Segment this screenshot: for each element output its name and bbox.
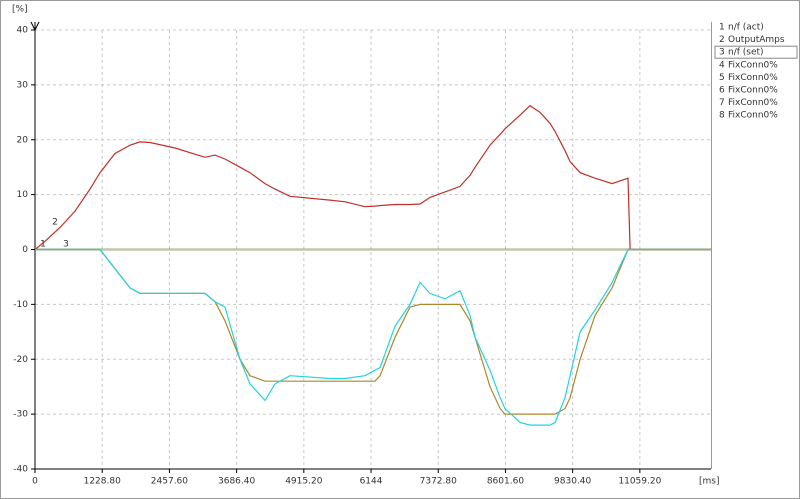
curve-tag: 1 (40, 240, 46, 250)
x-tick-label: 0 (32, 477, 38, 487)
legend-id: 8 (719, 111, 725, 121)
x-tick-label: 11059.20 (618, 477, 661, 487)
y-tick-label: 10 (17, 190, 29, 200)
legend-label: FixConn0% (728, 86, 778, 96)
y-tick-label: 0 (22, 245, 28, 255)
y-tick-label: 40 (17, 26, 29, 36)
legend-label: n/f (set) (728, 48, 764, 58)
y-unit: [%] (12, 5, 28, 15)
legend-label: FixConn0% (728, 60, 778, 70)
legend-label: FixConn0% (728, 111, 778, 121)
y-tick-label: -30 (13, 410, 28, 420)
legend-label: n/f (act) (728, 23, 764, 33)
curve-tag: 2 (52, 218, 58, 228)
legend-label: FixConn0% (728, 73, 778, 83)
legend-label: FixConn0% (728, 98, 778, 108)
legend-id: 6 (719, 86, 725, 96)
x-unit: [ms] (699, 477, 719, 487)
legend-id: 5 (719, 73, 725, 83)
y-tick-label: -10 (13, 300, 28, 310)
y-axis-arrow (30, 21, 40, 32)
legend-label: OutputAmps (728, 35, 785, 45)
legend-id: 4 (719, 60, 725, 70)
x-tick-label: 8601.60 (487, 477, 524, 487)
x-tick-label: 9830.40 (554, 477, 591, 487)
legend-selection (714, 45, 798, 59)
curve-tag: 3 (63, 240, 69, 250)
legend-id: 3 (719, 48, 725, 58)
x-tick-label: 1228.80 (84, 477, 121, 487)
y-tick-label: -40 (13, 465, 28, 475)
y-tick-label: 20 (17, 135, 29, 145)
x-tick-label: 6144 (360, 477, 383, 487)
legend-id: 2 (719, 35, 725, 45)
legend-id: 7 (719, 98, 725, 108)
x-tick-label: 3686.40 (218, 477, 255, 487)
legend-id: 1 (719, 23, 725, 33)
y-tick-label: -20 (13, 355, 28, 365)
x-tick-label: 7372.80 (420, 477, 457, 487)
x-tick-label: 2457.60 (151, 477, 188, 487)
y-tick-label: 30 (17, 80, 29, 90)
x-tick-label: 4915.20 (285, 477, 322, 487)
series-line (35, 248, 711, 426)
series-line (34, 104, 711, 251)
